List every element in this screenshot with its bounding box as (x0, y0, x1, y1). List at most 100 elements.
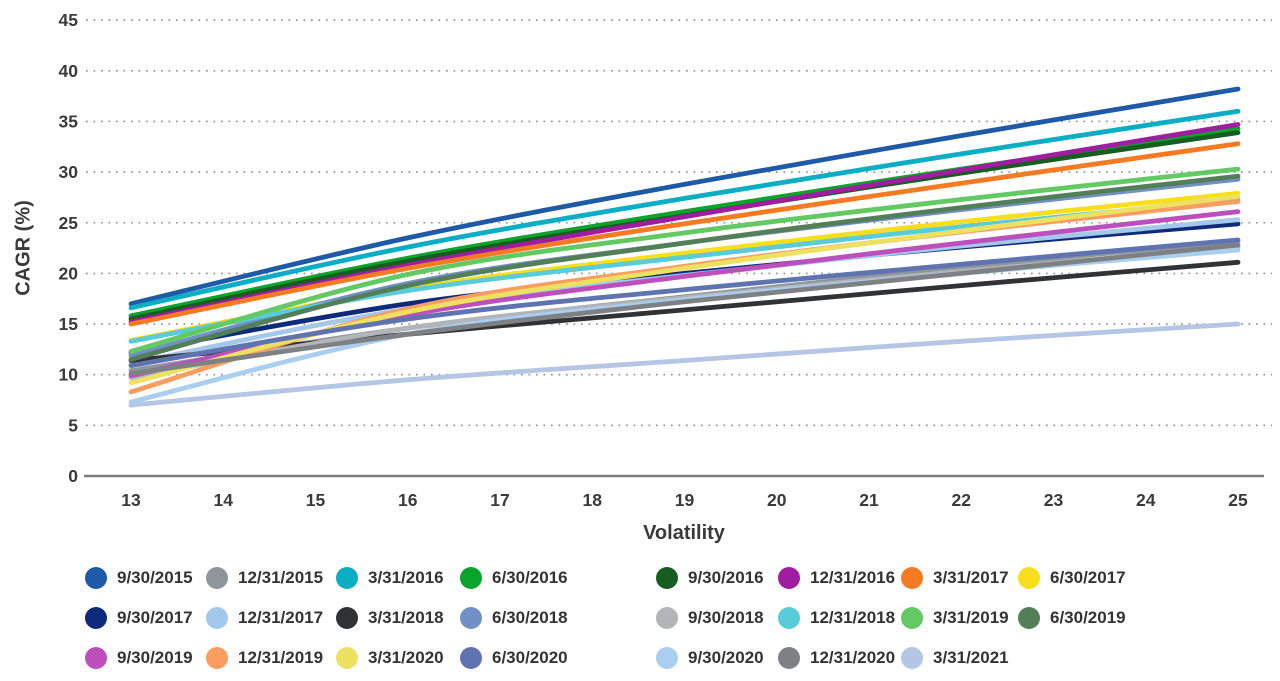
legend-item-3-31-2017: 3/31/2017 (901, 567, 1018, 589)
legend-marker-icon (336, 647, 358, 669)
legend-item-6-30-2020: 6/30/2020 (460, 647, 656, 669)
legend-label: 9/30/2015 (117, 568, 193, 587)
x-tick-label: 18 (583, 490, 603, 510)
y-tick-label: 30 (59, 162, 79, 182)
legend-label: 6/30/2020 (492, 648, 568, 667)
legend-item-6-30-2016: 6/30/2016 (460, 567, 656, 589)
legend-label: 9/30/2016 (688, 568, 764, 587)
series-line-12-31-2020 (128, 242, 1241, 377)
y-tick-label: 10 (59, 365, 79, 385)
series-line-12-31-2016 (128, 122, 1241, 325)
legend-marker-icon (656, 607, 678, 629)
y-tick-label: 40 (59, 61, 79, 81)
legend-label: 12/31/2020 (810, 648, 896, 667)
legend-marker-icon (460, 607, 482, 629)
legend-marker-icon (1018, 567, 1040, 589)
legend: 9/30/2015 12/31/2015 3/31/2016 6/30/2016 9/3… (85, 558, 1265, 678)
legend-label: 3/31/2016 (368, 568, 444, 587)
legend-label: 3/31/2018 (368, 608, 444, 627)
legend-label: 12/31/2018 (810, 608, 896, 627)
legend-marker-icon (778, 647, 800, 669)
legend-marker-icon (778, 607, 800, 629)
series-line-3-31-2017 (128, 141, 1241, 327)
y-tick-label: 15 (59, 314, 79, 334)
legend-marker-icon (901, 647, 923, 669)
legend-marker-icon (85, 647, 107, 669)
y-axis-title: CAGR (%) (12, 200, 35, 296)
x-axis-title: Volatility (643, 522, 725, 544)
legend-label: 3/31/2019 (933, 608, 1009, 627)
series-line-6-30-2019 (128, 173, 1241, 362)
legend-item-3-31-2016: 3/31/2016 (336, 567, 460, 589)
y-tick-label: 0 (68, 466, 78, 486)
y-tick-label: 35 (59, 111, 79, 131)
legend-item-9-30-2020: 9/30/2020 (656, 647, 778, 669)
legend-label: 9/30/2018 (688, 608, 764, 627)
y-tick-label: 20 (59, 263, 79, 283)
legend-label: 3/31/2021 (933, 648, 1009, 667)
legend-marker-icon (901, 607, 923, 629)
legend-label: 9/30/2017 (117, 608, 193, 627)
legend-item-9-30-2017: 9/30/2017 (85, 607, 206, 629)
legend-marker-icon (656, 567, 678, 589)
legend-label: 3/31/2020 (368, 648, 444, 667)
x-tick-label: 15 (306, 490, 326, 510)
legend-item-3-31-2020: 3/31/2020 (336, 647, 460, 669)
legend-label: 6/30/2016 (492, 568, 568, 587)
legend-label: 12/31/2015 (238, 568, 324, 587)
legend-item-3-31-2018: 3/31/2018 (336, 607, 460, 629)
legend-item-12-31-2018: 12/31/2018 (778, 607, 901, 629)
legend-marker-icon (778, 567, 800, 589)
legend-label: 3/31/2017 (933, 568, 1009, 587)
legend-label: 9/30/2019 (117, 648, 193, 667)
y-tick-label: 25 (59, 213, 79, 233)
x-tick-label: 24 (1136, 490, 1156, 510)
legend-item-12-31-2016: 12/31/2016 (778, 567, 901, 589)
x-tick-label: 13 (121, 490, 141, 510)
legend-marker-icon (206, 567, 228, 589)
y-tick-label: 45 (59, 10, 79, 30)
series-line-6-30-2020 (128, 237, 1241, 368)
legend-item-9-30-2015: 9/30/2015 (85, 567, 206, 589)
series-line-3-31-2021 (128, 321, 1241, 408)
x-tick-label: 25 (1228, 490, 1248, 510)
legend-label: 6/30/2019 (1050, 608, 1126, 627)
legend-label: 12/31/2016 (810, 568, 896, 587)
y-tick-label: 5 (68, 415, 78, 435)
legend-label: 12/31/2019 (238, 648, 324, 667)
legend-item-12-31-2015: 12/31/2015 (206, 567, 336, 589)
legend-marker-icon (460, 567, 482, 589)
legend-item-9-30-2018: 9/30/2018 (656, 607, 778, 629)
plot-area: 0 5 10 15 20 25 30 35 40 45 13 14 15 16 17 18 19 20 21 22 23… (59, 10, 1272, 510)
legend-label: 6/30/2017 (1050, 568, 1126, 587)
legend-item-3-31-2019: 3/31/2019 (901, 607, 1018, 629)
x-tick-label: 19 (675, 490, 695, 510)
x-tick-label: 20 (767, 490, 787, 510)
legend-item-6-30-2019: 6/30/2019 (1018, 607, 1265, 629)
legend-item-9-30-2016: 9/30/2016 (656, 567, 778, 589)
legend-marker-icon (336, 567, 358, 589)
x-tick-label: 14 (214, 490, 234, 510)
series-line-9-30-2015 (128, 86, 1241, 307)
x-tick-label: 16 (398, 490, 418, 510)
legend-item-12-31-2019: 12/31/2019 (206, 647, 336, 669)
x-tick-label: 23 (1044, 490, 1064, 510)
series-line-3-31-2019 (128, 166, 1241, 354)
legend-marker-icon (656, 647, 678, 669)
legend-item-12-31-2020: 12/31/2020 (778, 647, 901, 669)
legend-marker-icon (85, 567, 107, 589)
series-line-3-31-2016 (128, 108, 1241, 311)
legend-item-3-31-2021: 3/31/2021 (901, 647, 1018, 669)
legend-label: 6/30/2018 (492, 608, 568, 627)
legend-marker-icon (901, 567, 923, 589)
legend-marker-icon (85, 607, 107, 629)
legend-item-12-31-2017: 12/31/2017 (206, 607, 336, 629)
legend-item-9-30-2019: 9/30/2019 (85, 647, 206, 669)
legend-label: 12/31/2017 (238, 608, 324, 627)
legend-marker-icon (1018, 607, 1040, 629)
x-tick-label: 22 (952, 490, 972, 510)
legend-marker-icon (336, 607, 358, 629)
legend-item-6-30-2018: 6/30/2018 (460, 607, 656, 629)
legend-item-6-30-2017: 6/30/2017 (1018, 567, 1265, 589)
